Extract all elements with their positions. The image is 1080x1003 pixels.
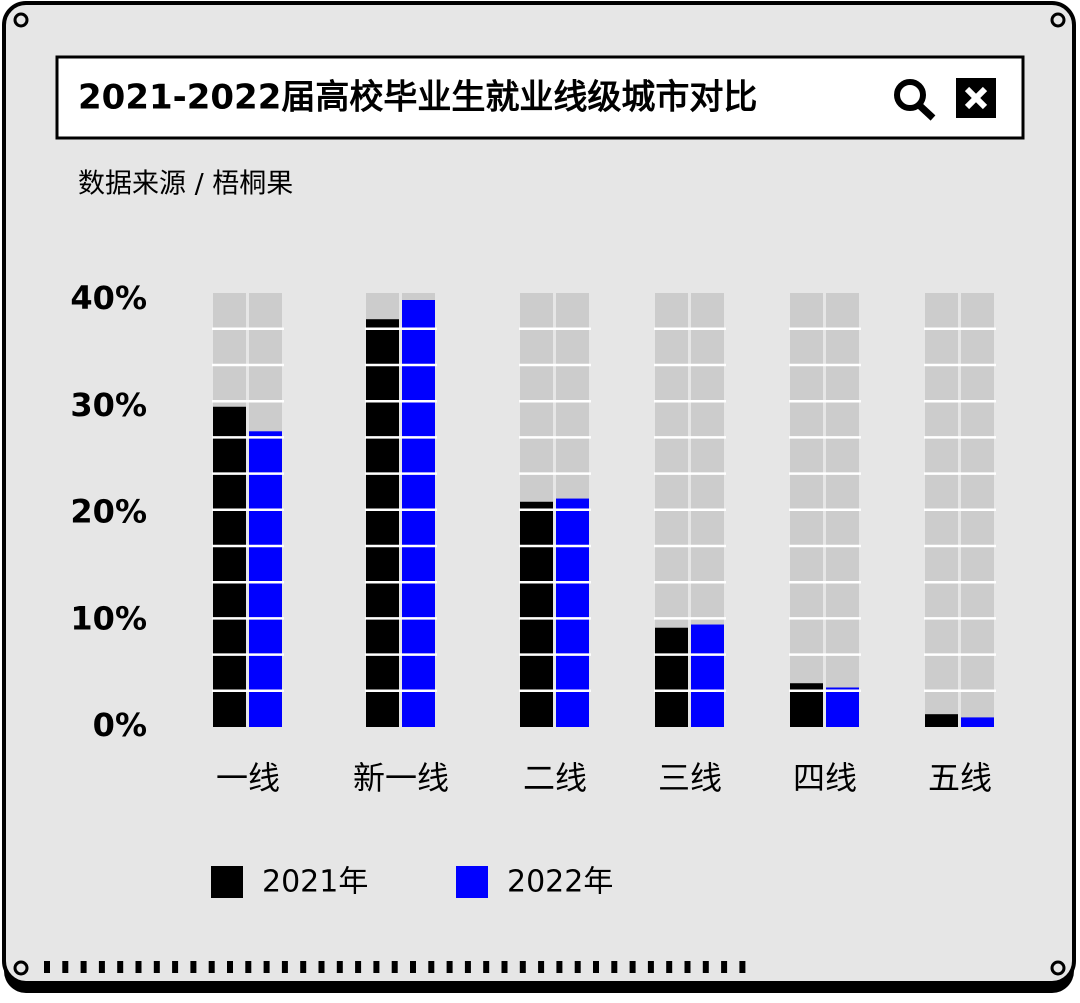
corner-dot	[1050, 12, 1066, 28]
dash	[593, 961, 599, 973]
dash	[227, 961, 233, 973]
dash	[373, 961, 380, 973]
dash	[281, 961, 288, 973]
dash	[483, 961, 490, 973]
dash	[666, 961, 673, 973]
dash	[629, 961, 636, 973]
dash	[44, 961, 50, 973]
dash	[153, 961, 160, 973]
dash	[428, 961, 435, 973]
dash	[501, 961, 508, 973]
y-tick-label: 30%	[70, 386, 147, 424]
bar	[691, 624, 724, 727]
corner-dot	[1050, 960, 1066, 976]
corner-dot	[13, 960, 29, 976]
x-tick-label: 三线	[658, 759, 722, 797]
bar	[556, 498, 589, 727]
dash	[263, 961, 270, 973]
bar	[366, 319, 399, 727]
dash	[721, 961, 728, 973]
x-tick-label: 五线	[928, 759, 992, 797]
x-tick-label: 一线	[216, 759, 280, 797]
chart-title: 2021-2022届高校毕业生就业线级城市对比	[78, 78, 757, 118]
bar	[520, 501, 553, 727]
x-tick-label: 二线	[523, 759, 587, 797]
close-icon[interactable]	[956, 78, 996, 118]
x-tick-label: 新一线	[353, 759, 449, 797]
dash	[80, 961, 87, 973]
y-tick-label: 40%	[70, 279, 147, 317]
source: 数据来源 / 梧桐果	[78, 169, 293, 200]
dash	[702, 961, 709, 973]
corner-dot	[13, 12, 29, 28]
bar	[925, 714, 958, 727]
dash	[647, 961, 654, 973]
dash	[574, 961, 581, 973]
bar	[826, 687, 859, 727]
bar	[249, 431, 282, 727]
dash	[98, 961, 105, 973]
dash	[172, 961, 179, 973]
dash	[190, 961, 197, 973]
dash	[519, 961, 526, 973]
bar	[961, 717, 994, 727]
dash	[611, 961, 618, 973]
title-box	[55, 55, 1025, 140]
dash	[684, 961, 691, 973]
dash	[355, 961, 362, 973]
dash	[300, 961, 307, 973]
dash	[117, 961, 124, 973]
legend-swatch	[211, 866, 243, 898]
bottom-decoration	[44, 961, 746, 973]
y-tick-label: 20%	[70, 493, 147, 531]
bar	[655, 627, 688, 727]
dash	[62, 961, 69, 973]
dash	[538, 961, 545, 973]
y-tick-label: 0%	[93, 706, 147, 744]
search-icon[interactable]	[894, 79, 936, 121]
legend-swatch	[456, 866, 488, 898]
dash	[208, 961, 215, 973]
legend-label: 2022年	[507, 865, 613, 900]
dash	[739, 961, 746, 973]
x-tick-label: 四线	[793, 759, 857, 797]
dash	[464, 961, 471, 973]
dash	[318, 961, 325, 973]
dash	[556, 961, 563, 973]
dash	[391, 961, 398, 973]
dash	[135, 961, 142, 973]
dash	[336, 961, 343, 973]
dash	[446, 961, 453, 973]
bar	[213, 406, 246, 727]
y-tick-label: 10%	[70, 599, 147, 637]
dash	[245, 961, 252, 973]
dash	[410, 961, 416, 973]
legend-label: 2021年	[262, 865, 368, 900]
